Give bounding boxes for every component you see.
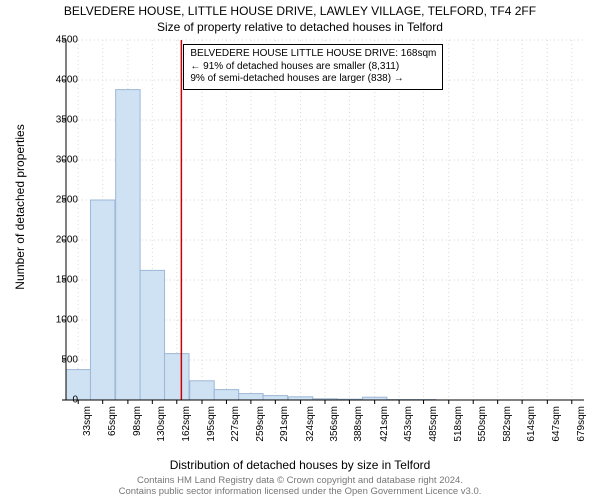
x-tick-label: 485sqm xyxy=(428,406,439,442)
chart-plot-area xyxy=(66,40,584,400)
x-tick-label: 324sqm xyxy=(305,406,316,442)
x-tick-label: 647sqm xyxy=(551,406,562,442)
y-axis-label: Number of detached properties xyxy=(13,107,27,307)
x-tick-label: 518sqm xyxy=(453,406,464,442)
x-tick-label: 259sqm xyxy=(255,406,266,442)
x-tick-label: 98sqm xyxy=(132,406,143,436)
footer-attribution: Contains HM Land Registry data © Crown c… xyxy=(0,476,600,498)
y-tick-label: 3000 xyxy=(56,155,78,166)
x-tick-label: 33sqm xyxy=(82,406,93,436)
chart-subtitle: Size of property relative to detached ho… xyxy=(0,20,600,34)
x-tick-label: 130sqm xyxy=(156,406,167,442)
y-tick-label: 2500 xyxy=(56,195,78,206)
x-tick-label: 421sqm xyxy=(379,406,390,442)
x-tick-label: 679sqm xyxy=(576,406,587,442)
x-tick-label: 453sqm xyxy=(403,406,414,442)
histogram-svg xyxy=(66,40,584,400)
y-tick-label: 3500 xyxy=(56,115,78,126)
x-tick-label: 162sqm xyxy=(181,406,192,442)
y-tick-label: 500 xyxy=(61,355,78,366)
x-tick-label: 291sqm xyxy=(279,406,290,442)
y-tick-label: 4500 xyxy=(56,35,78,46)
x-tick-label: 614sqm xyxy=(526,406,537,442)
y-tick-label: 1000 xyxy=(56,315,78,326)
chart-title-address: BELVEDERE HOUSE, LITTLE HOUSE DRIVE, LAW… xyxy=(0,4,600,18)
y-tick-label: 0 xyxy=(72,395,78,406)
x-tick-label: 582sqm xyxy=(502,406,513,442)
y-tick-label: 1500 xyxy=(56,275,78,286)
x-tick-label: 356sqm xyxy=(329,406,340,442)
footer-line-2: Contains public sector information licen… xyxy=(0,487,600,498)
annotation-line-2: ← 91% of detached houses are smaller (8,… xyxy=(190,61,436,74)
x-tick-label: 550sqm xyxy=(477,406,488,442)
x-tick-label: 388sqm xyxy=(353,406,364,442)
x-tick-label: 65sqm xyxy=(107,406,118,436)
x-tick-label: 227sqm xyxy=(230,406,241,442)
annotation-line-1: BELVEDERE HOUSE LITTLE HOUSE DRIVE: 168s… xyxy=(190,48,436,61)
annotation-box: BELVEDERE HOUSE LITTLE HOUSE DRIVE: 168s… xyxy=(183,44,443,90)
x-axis-label: Distribution of detached houses by size … xyxy=(0,458,600,472)
x-tick-label: 195sqm xyxy=(206,406,217,442)
y-tick-label: 2000 xyxy=(56,235,78,246)
y-tick-label: 4000 xyxy=(56,75,78,86)
annotation-line-3: 9% of semi-detached houses are larger (8… xyxy=(190,73,436,86)
